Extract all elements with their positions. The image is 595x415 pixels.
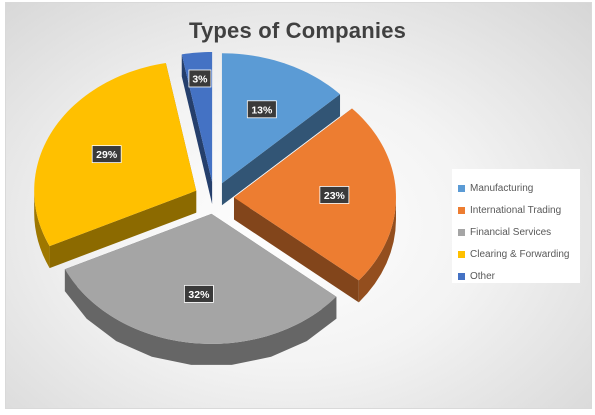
legend-label: Other: [470, 270, 496, 282]
legend-swatch: [458, 250, 465, 258]
pie-slice-top: [233, 108, 396, 281]
legend-swatch: [458, 184, 465, 192]
data-label-manufacturing: 13%: [246, 100, 277, 119]
data-label-international-trading: 23%: [319, 186, 350, 204]
data-label-text: 32%: [188, 289, 210, 301]
pie-slice-top: [221, 53, 341, 184]
pie-slice-manufacturing: [221, 53, 341, 206]
chart-legend: Manufacturing International Trading Financ…: [452, 169, 580, 283]
pie-slice-international-trading: [233, 108, 396, 303]
legend-swatch: [458, 228, 465, 236]
pie-slice-top: [64, 213, 337, 344]
data-label-text: 23%: [324, 190, 346, 202]
data-label-financial-services: 32%: [183, 284, 214, 303]
pie-slice-wall: [221, 94, 341, 206]
pie-slice-wall: [49, 190, 197, 269]
data-label-other: 3%: [188, 69, 212, 88]
legend-swatch: [458, 272, 465, 280]
legend-item-clearing-and-forwarding: Clearing & Forwarding: [452, 243, 580, 265]
legend-label: Financial Services: [470, 226, 552, 238]
legend-item-manufacturing: Manufacturing: [452, 177, 580, 199]
legend-item-international-trading: International Trading: [452, 199, 580, 221]
data-label-text: 29%: [96, 149, 118, 161]
pie-slice-wall: [233, 197, 359, 303]
pie-slice-side: [64, 269, 337, 365]
pie-slice-financial-services: [64, 213, 337, 365]
data-label-text: 13%: [251, 104, 273, 116]
legend-label: International Trading: [470, 204, 562, 216]
data-label-text: 3%: [192, 73, 208, 85]
pie-slice-side: [34, 190, 50, 269]
chart-title: Types of Companies: [188, 18, 407, 43]
legend-label: Clearing & Forwarding: [470, 248, 570, 260]
legend-swatch: [458, 206, 465, 214]
legend-item-other: Other: [452, 265, 580, 287]
pie-slice-side: [358, 197, 396, 303]
legend-item-financial-services: Financial Services: [452, 221, 580, 243]
pie-slice-wall: [181, 54, 213, 205]
legend-label: Manufacturing: [470, 182, 534, 194]
data-label-clearing-and-forwarding: 29%: [91, 145, 122, 164]
